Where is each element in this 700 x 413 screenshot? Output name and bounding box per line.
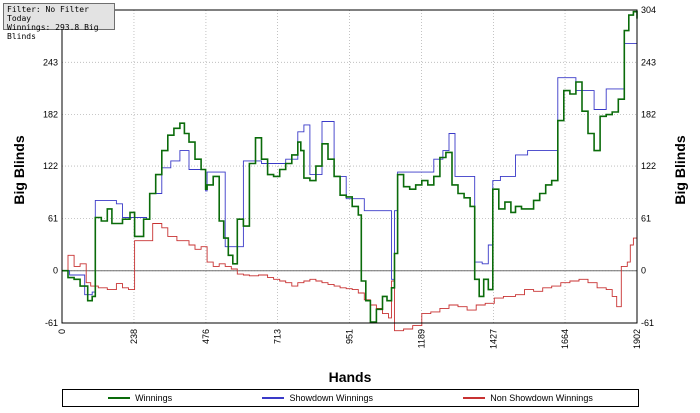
x-tick-label: 1664 (560, 329, 570, 349)
x-tick-label: 1902 (632, 329, 642, 349)
grid-layer (61, 9, 638, 324)
y-tick-label-right: 61 (641, 213, 651, 223)
legend-item-winnings: Winnings (108, 393, 172, 403)
x-tick-label: 1427 (488, 329, 498, 349)
y-axis-right: 304 243 182 122 61 0 -61 (641, 5, 656, 328)
y-tick-label-left: 243 (43, 57, 58, 67)
y-tick-label-right: 122 (641, 161, 656, 171)
x-axis-title: Hands (329, 369, 372, 385)
y-tick-label-left: 182 (43, 110, 58, 120)
y-tick-label-right: -61 (641, 318, 654, 328)
legend-item-non-showdown: Non Showdown Winnings (463, 393, 593, 403)
period-label: Today (7, 14, 32, 23)
y-tick-label-right: 182 (641, 110, 656, 120)
y-tick-label-right: 304 (641, 5, 656, 15)
legend-label-showdown: Showdown Winnings (289, 393, 373, 403)
y-axis-title-right: Big Blinds (672, 135, 688, 204)
x-axis: 0 238 476 713 951 1189 1427 1664 1902 (57, 329, 642, 349)
x-tick-label: 0 (57, 329, 67, 334)
y-axis-title-left: Big Blinds (11, 135, 27, 204)
legend-swatch-winnings (108, 397, 131, 399)
filter-info-box: Filter: No Filter Today Winnings: 293.8 … (3, 3, 115, 41)
legend-item-showdown: Showdown Winnings (262, 393, 373, 403)
legend-swatch-showdown (262, 397, 285, 399)
filter-label: Filter: No Filter (7, 5, 89, 14)
legend-swatch-non-showdown (463, 397, 486, 399)
y-tick-label-left: 122 (43, 161, 58, 171)
y-tick-label-left: 0 (53, 266, 58, 276)
y-tick-label-right: 243 (641, 57, 656, 67)
x-tick-label: 713 (273, 329, 283, 344)
y-tick-label-left: -61 (45, 318, 58, 328)
legend-label-winnings: Winnings (135, 393, 173, 403)
x-tick-label: 1189 (416, 329, 426, 348)
series-layer (62, 10, 638, 332)
y-tick-label-right: 0 (641, 266, 646, 276)
winnings-total: Winnings: 293.8 Big Blinds (7, 23, 99, 41)
plot-frame (61, 9, 638, 324)
x-tick-label: 476 (201, 329, 211, 344)
legend-label-non-showdown: Non Showdown Winnings (490, 393, 593, 403)
winnings-line (62, 10, 638, 323)
y-tick-label-left: 61 (48, 213, 58, 223)
chart-legend: Winnings Showdown Winnings Non Showdown … (62, 389, 639, 407)
x-tick-label: 951 (345, 329, 355, 344)
non-showdown-winnings-line (62, 223, 638, 332)
x-tick-label: 238 (129, 329, 139, 344)
